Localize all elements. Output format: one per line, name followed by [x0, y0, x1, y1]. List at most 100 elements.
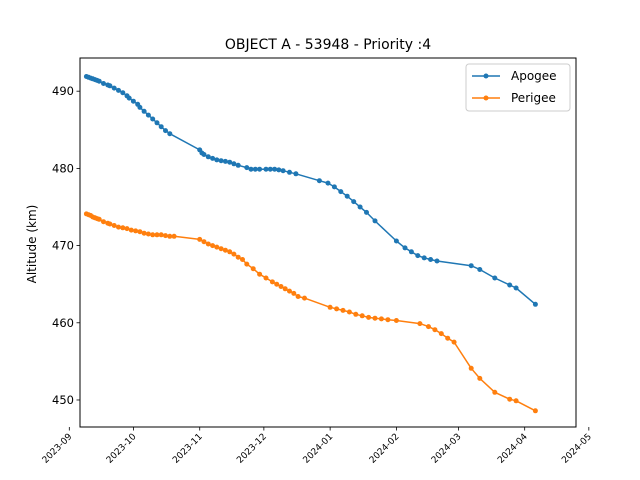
data-point-apogee	[218, 158, 224, 164]
data-point-apogee	[222, 158, 228, 164]
data-point-perigee	[346, 309, 352, 315]
data-point-perigee	[205, 241, 211, 247]
data-point-apogee	[111, 85, 117, 91]
data-point-perigee	[385, 317, 391, 323]
plot-series	[83, 74, 538, 414]
data-point-perigee	[432, 327, 438, 333]
data-point-apogee	[163, 128, 168, 134]
data-point-perigee	[210, 243, 216, 249]
data-point-apogee	[214, 157, 220, 163]
data-point-perigee	[240, 257, 245, 262]
data-point-apogee	[402, 245, 408, 251]
data-point-apogee	[154, 120, 160, 126]
legend-label-perigee: Perigee	[511, 91, 556, 105]
series-apogee	[83, 74, 538, 307]
legend-item-perigee: Perigee	[472, 91, 556, 105]
data-point-perigee	[137, 229, 143, 235]
data-point-perigee	[334, 306, 340, 312]
data-point-perigee	[231, 251, 237, 257]
data-point-apogee	[167, 131, 173, 137]
data-point-perigee	[445, 335, 451, 341]
data-point-apogee	[276, 167, 282, 173]
data-point-apogee	[357, 204, 363, 210]
data-point-perigee	[378, 316, 384, 322]
chart-title: OBJECT A - 53948 - Priority :4	[225, 37, 431, 53]
y-tick-label: 490	[52, 84, 74, 98]
data-point-apogee	[492, 275, 498, 281]
data-point-perigee	[438, 331, 444, 337]
y-tick-label: 470	[52, 239, 74, 253]
y-axis-label: Altitude (km)	[25, 205, 39, 284]
data-point-apogee	[272, 166, 278, 172]
data-point-apogee	[120, 90, 126, 96]
data-point-perigee	[158, 232, 164, 238]
data-point-perigee	[507, 396, 513, 402]
data-point-apogee	[293, 171, 299, 177]
data-point-perigee	[257, 271, 263, 277]
data-point-apogee	[158, 124, 164, 130]
data-point-perigee	[163, 233, 168, 239]
data-point-perigee	[222, 247, 228, 253]
data-point-apogee	[126, 95, 132, 101]
data-point-apogee	[130, 98, 136, 104]
data-point-perigee	[359, 313, 365, 319]
data-point-perigee	[154, 232, 160, 238]
data-point-perigee	[214, 244, 220, 250]
data-point-apogee	[532, 301, 538, 307]
data-point-perigee	[145, 231, 151, 237]
data-point-apogee	[101, 81, 106, 86]
data-point-apogee	[252, 166, 258, 172]
data-point-apogee	[364, 209, 369, 215]
data-point-apogee	[428, 257, 434, 262]
data-point-apogee	[107, 83, 113, 89]
data-point-perigee	[250, 266, 256, 272]
data-point-perigee	[302, 295, 307, 301]
data-point-perigee	[141, 230, 147, 236]
plot-frame	[79, 57, 577, 428]
data-point-apogee	[468, 263, 474, 269]
data-point-perigee	[269, 279, 275, 285]
data-point-perigee	[167, 233, 173, 239]
data-point-perigee	[171, 233, 177, 239]
data-point-apogee	[244, 165, 250, 171]
data-point-perigee	[282, 286, 288, 292]
data-point-perigee	[340, 307, 346, 313]
data-point-apogee	[344, 193, 350, 199]
data-point-apogee	[205, 154, 211, 160]
data-point-perigee	[124, 226, 130, 232]
data-point-apogee	[325, 180, 331, 186]
data-point-perigee	[353, 311, 359, 317]
data-point-perigee	[287, 288, 292, 294]
data-point-perigee	[393, 318, 399, 323]
data-point-apogee	[477, 267, 483, 272]
data-point-perigee	[274, 281, 280, 287]
data-point-apogee	[507, 282, 513, 288]
legend-marker-apogee	[483, 73, 489, 79]
data-point-perigee	[201, 239, 207, 245]
data-point-apogee	[338, 189, 344, 195]
data-point-perigee	[278, 284, 284, 289]
data-point-perigee	[128, 227, 134, 233]
data-point-apogee	[408, 249, 414, 255]
data-point-apogee	[150, 116, 156, 122]
data-point-perigee	[417, 321, 423, 327]
legend: Apogee Perigee	[465, 63, 571, 112]
data-point-perigee	[468, 365, 474, 371]
data-point-perigee	[426, 324, 431, 330]
series-perigee	[83, 211, 538, 414]
data-point-apogee	[372, 218, 378, 224]
data-point-perigee	[150, 232, 156, 238]
data-point-perigee	[477, 375, 483, 381]
data-point-apogee	[227, 159, 233, 165]
data-point-apogee	[280, 168, 286, 174]
data-point-apogee	[393, 238, 399, 244]
data-point-apogee	[116, 87, 121, 93]
data-point-perigee	[451, 339, 457, 345]
data-point-apogee	[235, 162, 241, 168]
data-point-perigee	[218, 246, 224, 252]
data-point-perigee	[96, 216, 102, 222]
data-point-apogee	[267, 166, 273, 172]
y-tick-label: 480	[52, 161, 74, 175]
data-point-apogee	[210, 155, 216, 161]
